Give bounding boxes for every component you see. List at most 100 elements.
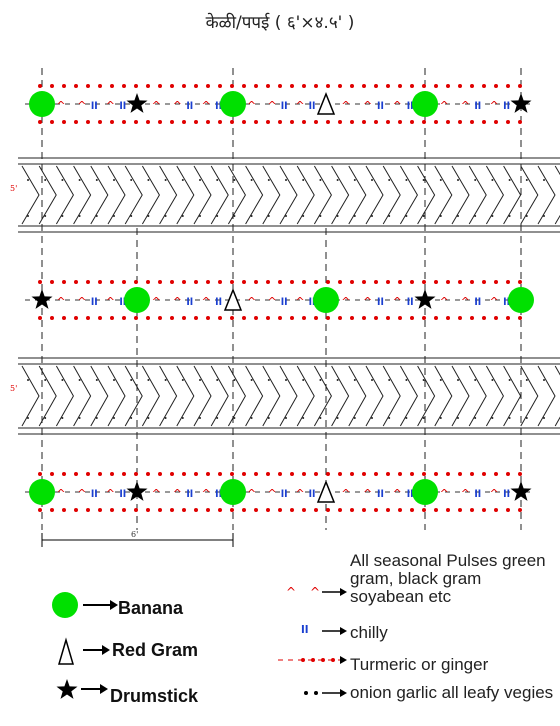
turmeric-dot (158, 84, 162, 88)
bed-dot (199, 379, 201, 381)
turmeric-dot (86, 316, 90, 320)
pulses-mark: ^ (56, 487, 65, 500)
bed-dot (319, 379, 322, 381)
bed-dot (250, 417, 253, 419)
chevron (245, 165, 264, 225)
chevron (468, 165, 487, 225)
bed-dot (216, 379, 219, 381)
chevron (485, 165, 504, 225)
chevron (382, 365, 401, 427)
chevron-bed: 5' (10, 157, 560, 233)
bed-dot (250, 379, 253, 381)
turmeric-dot (302, 280, 306, 284)
bed-dot (525, 179, 528, 181)
bed-dot (525, 215, 528, 217)
chilly-mark: ll (474, 297, 481, 308)
chevron (73, 165, 92, 225)
turmeric-dot (374, 508, 378, 512)
banana-icon (124, 287, 150, 313)
turmeric-dot (470, 508, 474, 512)
chevron (313, 365, 332, 427)
drumstick-icon (126, 481, 148, 501)
chilly-mark: ll (186, 297, 193, 308)
chilly-mark: ll (377, 101, 384, 112)
chevron (124, 365, 143, 427)
pulses-mark: ^ (77, 487, 86, 500)
pulses-mark: ^ (490, 99, 499, 112)
turmeric-dot (134, 508, 138, 512)
bed-dot (508, 179, 511, 181)
turmeric-dot (206, 280, 210, 284)
bed-dot (508, 215, 511, 217)
turmeric-dot (194, 120, 198, 124)
bed-dot (543, 179, 545, 181)
legend-red-gram-label: Red Gram (112, 640, 199, 660)
turmeric-dot (134, 280, 138, 284)
turmeric-dot (146, 472, 150, 476)
turmeric-dot (218, 120, 222, 124)
bed-dot (353, 379, 356, 381)
chevron (348, 165, 367, 225)
drumstick-icon (510, 93, 532, 113)
chevron (503, 365, 522, 427)
turmeric-dot (518, 84, 522, 88)
turmeric-dot (374, 316, 378, 320)
bed-dot (233, 179, 236, 181)
pulses-mark: ^ (295, 99, 304, 112)
turmeric-dot (254, 472, 258, 476)
chevron (365, 165, 384, 225)
chilly-legend-icon: ll (301, 623, 309, 636)
turmeric-dot (266, 84, 270, 88)
chevron (176, 165, 195, 225)
turmeric-dot (206, 84, 210, 88)
turmeric-dot (350, 472, 354, 476)
arrow-head-icon (340, 588, 347, 596)
turmeric-dot (206, 120, 210, 124)
turmeric-dot (494, 84, 498, 88)
bed-dot (336, 179, 339, 181)
turmeric-dot (422, 84, 426, 88)
bed-dot (491, 215, 494, 217)
turmeric-dot (38, 316, 42, 320)
bed-dot (95, 417, 98, 419)
turmeric-dot (206, 472, 210, 476)
banana-icon (508, 287, 534, 313)
turmeric-dot (218, 280, 222, 284)
bed-dot (130, 379, 133, 381)
turmeric-dot (470, 120, 474, 124)
bed-dot (388, 215, 391, 217)
turmeric-dot (314, 84, 318, 88)
turmeric-dot (338, 120, 342, 124)
turmeric-dot (74, 508, 78, 512)
turmeric-dot (206, 508, 210, 512)
pulses-mark: ^ (202, 295, 211, 308)
chevron (193, 365, 212, 427)
chevron (296, 365, 315, 427)
turmeric-dot (410, 120, 414, 124)
turmeric-dot (314, 316, 318, 320)
turmeric-dot (326, 280, 330, 284)
turmeric-dot (74, 472, 78, 476)
turmeric-dot (494, 472, 498, 476)
turmeric-dot (410, 84, 414, 88)
turmeric-dot (218, 316, 222, 320)
turmeric-dot (326, 84, 330, 88)
banana-icon (412, 479, 438, 505)
bed-dot (233, 215, 236, 217)
bed-dot (285, 179, 287, 181)
bed-dot (267, 379, 270, 381)
bed-dot (439, 379, 442, 381)
planting-row: ^ ^ ^ ll ll ^ ^ ^ ll ll ^ ^ ^ ll ll ^ ^ ^ ll ll ^ ^ ^ ll ll (25, 280, 534, 320)
chilly-mark: ll (309, 489, 316, 500)
red-gram-legend-icon (58, 637, 74, 665)
turmeric-dot (38, 84, 42, 88)
chevron (55, 165, 74, 225)
bed-dot (164, 417, 167, 419)
chevron (55, 365, 74, 427)
chevron (348, 365, 367, 427)
bed-dot (61, 215, 64, 217)
turmeric-dot (518, 472, 522, 476)
drumstick-icon (126, 93, 148, 113)
turmeric-dot (518, 316, 522, 320)
turmeric-dot (146, 120, 150, 124)
